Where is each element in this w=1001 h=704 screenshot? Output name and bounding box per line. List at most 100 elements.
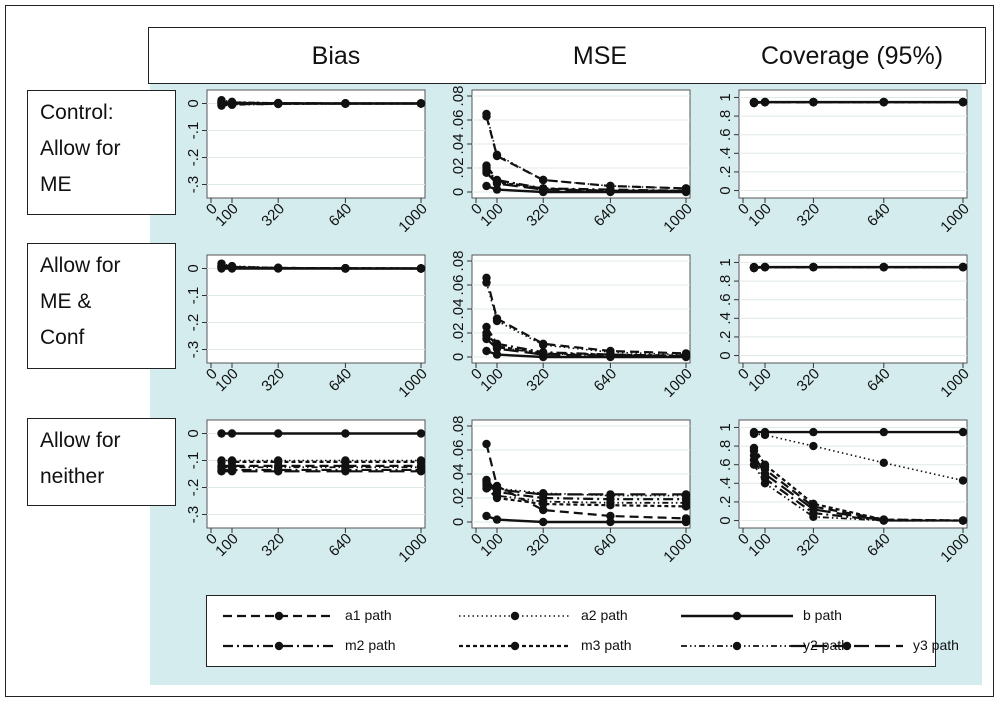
data-point [482,477,491,486]
y-tick-label: -.2 [185,149,202,167]
legend-swatch-b [681,611,793,621]
data-point [217,467,226,476]
y-tick-label: 0 [185,99,202,107]
data-point [539,340,548,350]
legend-label: b path [803,607,842,623]
legend-marker [274,611,284,621]
row-label-me-conf: Allow for ME & Conf [27,243,176,369]
legend-swatch-y2 [681,641,793,651]
data-point [958,516,968,525]
data-point [492,150,502,159]
legend-swatch-a1 [223,611,335,621]
data-point [760,460,770,469]
x-tick-label: 1000 [395,530,431,566]
data-point [539,175,548,185]
legend-marker [732,611,742,621]
x-tick-label: 1000 [937,365,973,401]
x-tick-label: 320 [258,365,288,395]
y-tick-label: .06 [450,275,467,296]
x-tick-label: 1000 [937,530,973,566]
x-tick-label: 100 [212,365,242,395]
data-point [681,517,691,527]
data-point [482,346,491,356]
data-point [274,264,283,273]
data-point [416,467,426,476]
data-point [879,458,888,468]
data-point [274,467,283,476]
data-point [606,351,615,360]
y-tick-label: 0 [185,429,202,437]
y-tick-label: .02 [450,488,467,509]
x-tick-label: 320 [258,530,288,560]
data-point [958,476,968,485]
y-tick-label: .8 [717,110,734,123]
data-point [482,278,491,287]
x-tick-label: 1000 [660,530,696,566]
y-tick-label: -.2 [185,314,202,332]
series-line [485,480,686,496]
data-point [492,185,502,194]
data-point [217,98,226,107]
y-tick-label: 0 [450,353,467,361]
data-point [809,427,818,437]
series-line [485,282,687,356]
data-point [749,460,759,469]
series-b-path [217,429,426,438]
legend-marker [842,641,852,651]
column-header-mse: MSE [572,42,628,70]
data-point [809,262,818,272]
data-point [227,467,237,476]
legend-marker [732,641,742,651]
y-tick-label: .2 [717,331,734,344]
x-tick-label: 100 [212,200,242,230]
x-tick-label: 640 [591,365,621,395]
x-tick-label: 320 [523,365,553,395]
data-point [606,511,615,521]
x-tick-label: 640 [591,200,621,230]
series-y3-path [217,98,426,108]
legend-swatch-a2 [459,611,571,621]
x-tick-label: 640 [864,365,894,395]
x-tick-label: 1000 [660,200,696,236]
data-point [482,511,491,521]
data-point [539,497,548,506]
figure-frame [5,5,994,697]
column-header-coverage: Coverage (95%) [760,42,944,70]
series-y3-path [482,168,691,195]
y-tick-label: 0 [717,351,734,359]
data-point [809,512,818,522]
data-point [809,505,818,514]
x-tick-label: 320 [794,365,824,395]
series-line [485,443,687,520]
y-tick-label: .04 [450,299,467,320]
data-point [681,498,691,507]
data-point [482,334,491,344]
legend-label: m2 path [345,637,396,653]
y-tick-label: 1 [717,258,734,266]
data-point [760,427,770,437]
row-label-line: Allow for [40,137,121,160]
x-tick-label: 320 [258,200,288,230]
data-point [492,344,502,353]
data-point [760,469,770,479]
data-point [606,490,615,499]
plot-area [738,89,968,199]
data-point [274,429,283,438]
x-tick-label: 640 [326,200,356,230]
column-header-bias: Bias [311,42,361,70]
series-b-path [749,427,968,437]
y-tick-label: .6 [717,293,734,306]
legend-label: a2 path [581,607,628,623]
x-tick-label: 320 [523,530,553,560]
row-label-neither: Allow for neither [27,418,176,506]
plot-area [206,254,426,364]
data-point [749,443,759,453]
series-y3-path [749,451,968,525]
data-point [760,479,770,488]
y-tick-label: -.3 [185,176,202,194]
x-tick-label: 1000 [937,200,973,236]
y-tick-label: -.1 [185,452,202,470]
data-point [482,109,491,119]
